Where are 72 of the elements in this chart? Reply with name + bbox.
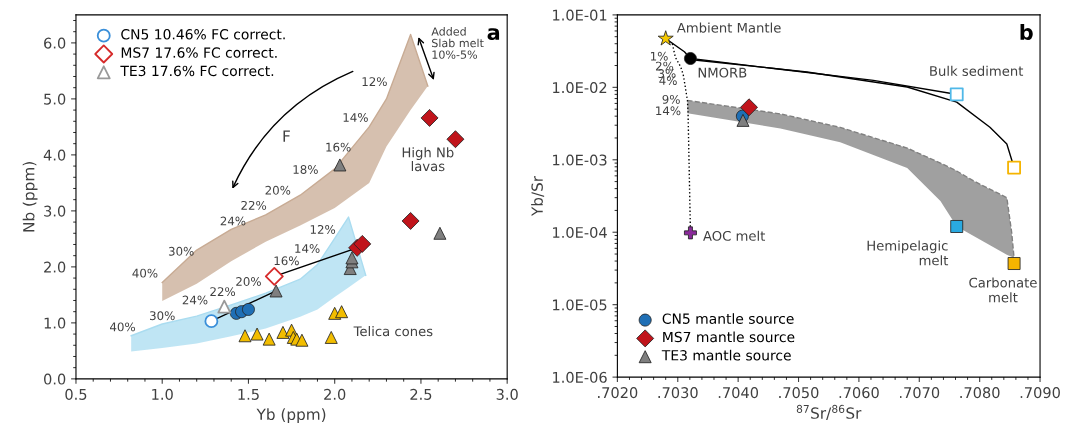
y-tick-label: 4.0 bbox=[43, 149, 66, 161]
annotation: 14% bbox=[295, 244, 320, 253]
annotation: Bulk sediment bbox=[930, 65, 1024, 76]
y-tick-label: 0.0 bbox=[44, 373, 66, 385]
x-tick-label: .7080 bbox=[960, 387, 1000, 399]
annotation: Telica cones bbox=[353, 326, 433, 337]
annotation: 30% bbox=[149, 311, 175, 321]
annotation: Ambient Mantle bbox=[676, 22, 781, 33]
x-tick-label: 1.0 bbox=[152, 388, 173, 400]
x-tick-label: 2.0 bbox=[324, 388, 346, 400]
x-tick-label: 0.5 bbox=[65, 388, 87, 400]
x-axis-title: Yb (ppm) bbox=[256, 408, 326, 424]
legend-label: MS7 17.6% FC correct. bbox=[121, 47, 277, 58]
annotation: 16% bbox=[326, 142, 351, 152]
annotation: Carbonate melt bbox=[969, 277, 1037, 303]
annotation: 12% bbox=[310, 224, 336, 234]
annotation: AOC melt bbox=[703, 230, 766, 241]
annotation: Hemipelagic melt bbox=[867, 240, 949, 266]
annotation: 14% bbox=[343, 112, 368, 122]
annotation: 20% bbox=[265, 185, 291, 195]
annotation: 40% bbox=[132, 268, 158, 278]
x-tick-label: .7030 bbox=[658, 387, 698, 399]
annotation: 18% bbox=[293, 165, 318, 174]
annotation: 24% bbox=[182, 295, 208, 305]
annotation: 40% bbox=[110, 322, 136, 332]
annotation: 20% bbox=[236, 277, 261, 286]
y-tick-label: 1.0E-05 bbox=[553, 299, 607, 311]
annotation: Added Slab melt 10%-5% bbox=[431, 27, 484, 59]
annotation: 12% bbox=[362, 77, 387, 87]
y-tick-label: 5.0 bbox=[44, 93, 66, 105]
legend-label: CN5 mantle source bbox=[662, 313, 794, 324]
annotation: 3% bbox=[658, 69, 676, 79]
x-tick-label: 1.5 bbox=[238, 389, 259, 400]
x-tick-label: 3.0 bbox=[496, 388, 518, 400]
x-tick-label: .7040 bbox=[718, 387, 759, 399]
y-tick-label: 6.0 bbox=[44, 37, 66, 49]
annotation: NMORB bbox=[698, 67, 747, 78]
annotation: 2% bbox=[655, 61, 674, 71]
annotation: b bbox=[1020, 23, 1033, 41]
y-tick-label: 1.0E-01 bbox=[553, 9, 607, 21]
y-tick-label: 1.0E-03 bbox=[553, 154, 607, 166]
annotation: 1% bbox=[650, 51, 668, 61]
annotation: 22% bbox=[210, 287, 236, 297]
legend-label: MS7 mantle source bbox=[663, 331, 795, 343]
y-axis-title: Yb/Sr bbox=[531, 175, 545, 217]
annotation: 14% bbox=[656, 106, 681, 116]
annotation: 4% bbox=[659, 76, 677, 86]
x-tick-label: .7070 bbox=[899, 387, 940, 399]
annotation: 24% bbox=[220, 216, 246, 226]
legend-label: CN5 10.46% FC correct. bbox=[121, 29, 285, 40]
y-tick-label: 1.0E-06 bbox=[553, 371, 607, 383]
y-tick-label: 3.0 bbox=[44, 205, 66, 217]
x-axis-title: $^{87}$Sr/$^{86}$Sr bbox=[796, 404, 862, 421]
x-tick-label: .7090 bbox=[1020, 387, 1060, 399]
annotation: High Nb lavas bbox=[402, 147, 454, 172]
y-tick-label: 2.0 bbox=[44, 261, 66, 273]
annotation: 9% bbox=[662, 94, 680, 104]
annotation: 30% bbox=[168, 246, 194, 256]
legend-label: TE3 mantle source bbox=[661, 349, 791, 361]
annotation: 22% bbox=[241, 200, 267, 210]
x-tick-label: 2.5 bbox=[410, 388, 432, 400]
y-axis-title: Nb (ppm) bbox=[22, 162, 38, 232]
x-tick-label: .7020 bbox=[598, 387, 638, 399]
legend-label: TE3 17.6% FC correct. bbox=[120, 65, 274, 77]
annotation: F bbox=[283, 130, 290, 142]
x-tick-label: .7050 bbox=[779, 387, 819, 399]
x-tick-label: .7060 bbox=[839, 387, 879, 399]
annotation: 16% bbox=[274, 256, 299, 266]
y-tick-label: 1.0 bbox=[44, 317, 66, 329]
y-tick-label: 1.0E-02 bbox=[553, 82, 607, 94]
y-tick-label: 1.0E-04 bbox=[553, 226, 607, 238]
annotation: a bbox=[487, 28, 500, 41]
